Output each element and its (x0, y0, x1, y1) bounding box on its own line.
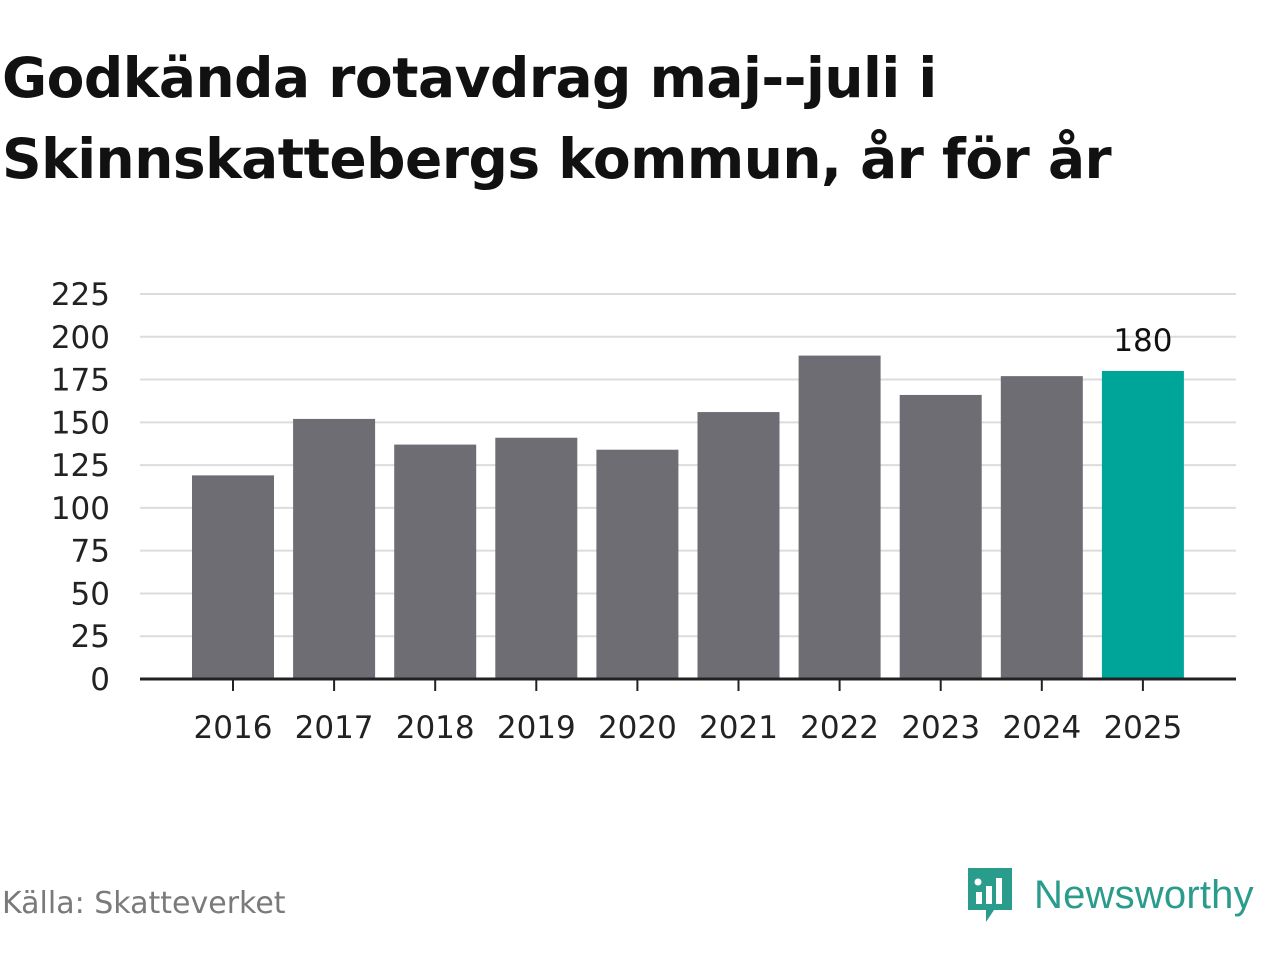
y-tick-label: 150 (51, 405, 110, 441)
chart-title: Godkända rotavdrag maj--juli i Skinnskat… (2, 46, 1112, 191)
source-label: Källa: Skatteverket (2, 886, 286, 921)
x-tick-label: 2020 (598, 710, 677, 746)
bar (798, 355, 881, 679)
x-tick-label: 2021 (699, 710, 778, 746)
newsworthy-logo-icon (968, 868, 1012, 922)
x-tick-label: 2024 (1002, 710, 1081, 746)
x-tick-label: 2025 (1103, 710, 1182, 746)
y-tick-label: 200 (51, 320, 110, 356)
brand-name: Newsworthy (1034, 872, 1254, 917)
x-tick-label: 2017 (295, 710, 374, 746)
y-tick-label: 175 (51, 363, 110, 399)
y-tick-label: 75 (71, 534, 110, 570)
bar (899, 394, 982, 679)
x-tick-label: 2023 (901, 710, 980, 746)
bar (495, 437, 578, 679)
y-tick-label: 0 (90, 662, 110, 698)
y-tick-label: 50 (71, 576, 110, 612)
y-tick-label: 225 (51, 277, 110, 313)
x-tick-label: 2016 (194, 710, 273, 746)
x-tick-label: 2018 (396, 710, 475, 746)
y-tick-label: 125 (51, 448, 110, 484)
bar (293, 418, 376, 679)
bar (697, 412, 780, 679)
bar (394, 444, 477, 679)
y-tick-label: 100 (51, 491, 110, 527)
bar-chart: 0 25 50 75 100 125 150 175 200 225 2016 2017 2018 201… (51, 277, 1236, 746)
bar (1000, 376, 1083, 679)
x-tick-label: 2022 (800, 710, 879, 746)
data-label: 180 (1113, 323, 1172, 359)
y-tick-label: 25 (71, 619, 110, 655)
bar (1101, 371, 1184, 679)
brand-logo[interactable]: Newsworthy (964, 862, 1254, 928)
x-tick-label: 2019 (497, 710, 576, 746)
bar (596, 449, 679, 679)
bar (192, 475, 274, 679)
